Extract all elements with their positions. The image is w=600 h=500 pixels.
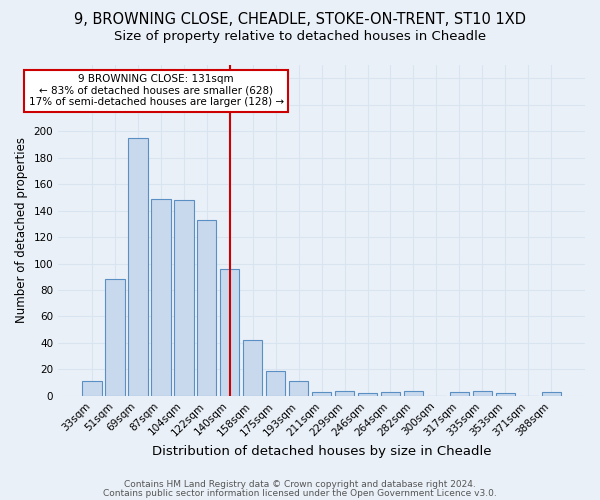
Y-axis label: Number of detached properties: Number of detached properties bbox=[15, 138, 28, 324]
Text: Size of property relative to detached houses in Cheadle: Size of property relative to detached ho… bbox=[114, 30, 486, 43]
Bar bbox=[289, 382, 308, 396]
Bar bbox=[335, 390, 355, 396]
Bar bbox=[266, 370, 286, 396]
Bar bbox=[358, 393, 377, 396]
Bar bbox=[473, 390, 492, 396]
Bar bbox=[151, 198, 170, 396]
Bar bbox=[449, 392, 469, 396]
Bar bbox=[128, 138, 148, 396]
Bar bbox=[312, 392, 331, 396]
Bar bbox=[381, 392, 400, 396]
Text: Contains HM Land Registry data © Crown copyright and database right 2024.: Contains HM Land Registry data © Crown c… bbox=[124, 480, 476, 489]
Bar bbox=[542, 392, 561, 396]
Bar bbox=[243, 340, 262, 396]
Bar bbox=[197, 220, 217, 396]
Text: Contains public sector information licensed under the Open Government Licence v3: Contains public sector information licen… bbox=[103, 488, 497, 498]
Bar bbox=[496, 393, 515, 396]
Text: 9 BROWNING CLOSE: 131sqm
← 83% of detached houses are smaller (628)
17% of semi-: 9 BROWNING CLOSE: 131sqm ← 83% of detach… bbox=[29, 74, 284, 108]
Bar bbox=[174, 200, 194, 396]
Text: 9, BROWNING CLOSE, CHEADLE, STOKE-ON-TRENT, ST10 1XD: 9, BROWNING CLOSE, CHEADLE, STOKE-ON-TRE… bbox=[74, 12, 526, 28]
X-axis label: Distribution of detached houses by size in Cheadle: Distribution of detached houses by size … bbox=[152, 444, 491, 458]
Bar bbox=[105, 280, 125, 396]
Bar bbox=[404, 390, 423, 396]
Bar bbox=[82, 382, 101, 396]
Bar bbox=[220, 269, 239, 396]
